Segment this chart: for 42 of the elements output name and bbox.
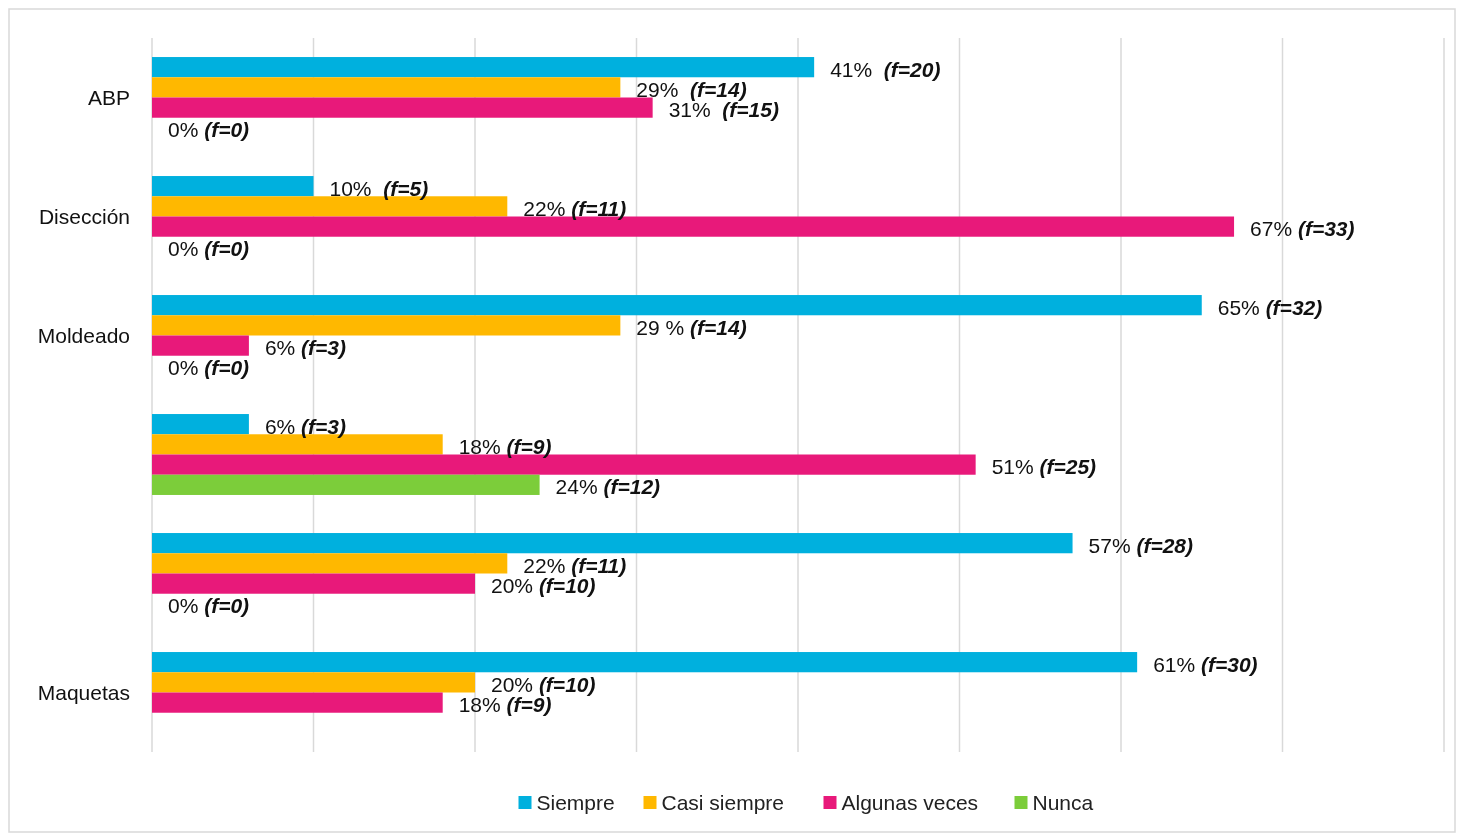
data-label: 24% (f=12) xyxy=(555,475,661,499)
data-label: 65% (f=32) xyxy=(1217,295,1323,319)
y-tick-label: Maquetas xyxy=(37,680,130,704)
bar xyxy=(152,553,508,574)
legend-label: Casi siempre xyxy=(661,791,785,815)
bar xyxy=(152,176,314,197)
data-label: 6% (f=3) xyxy=(264,335,347,359)
bar xyxy=(152,295,1202,316)
bar xyxy=(152,533,1073,554)
data-label: 29% (f=14) xyxy=(636,77,747,101)
bar xyxy=(152,474,540,495)
legend-label: Nunca xyxy=(1032,791,1094,815)
y-tick-label: Moldeado xyxy=(37,323,130,347)
legend-label: Algunas veces xyxy=(841,791,979,815)
data-label: 29 % (f=14) xyxy=(636,315,747,339)
data-label: 41% (f=20) xyxy=(830,57,941,81)
data-label: 0% (f=0) xyxy=(168,118,250,142)
bar xyxy=(152,652,1138,673)
bar xyxy=(152,77,621,98)
bar xyxy=(152,315,621,336)
data-label: 0% (f=0) xyxy=(168,594,250,618)
data-label: 67% (f=33) xyxy=(1250,216,1355,240)
bar xyxy=(152,692,443,713)
bar xyxy=(152,335,249,356)
legend-label: Siempre xyxy=(536,791,615,815)
bar xyxy=(152,573,475,594)
bar xyxy=(152,414,249,435)
data-label: 61% (f=30) xyxy=(1153,652,1258,676)
y-tick-label: ABP xyxy=(87,85,130,109)
bar xyxy=(152,672,475,693)
data-label: 0% (f=0) xyxy=(168,237,250,261)
data-label: 0% (f=0) xyxy=(168,356,250,380)
data-label: 51% (f=25) xyxy=(991,454,1097,478)
data-label: 10% (f=5) xyxy=(329,176,429,200)
bar xyxy=(152,97,653,118)
data-label: 6% (f=3) xyxy=(264,414,347,438)
data-label: 57% (f=28) xyxy=(1088,533,1194,557)
data-label: 18% (f=9) xyxy=(458,434,552,458)
data-label: 22% (f=11) xyxy=(523,553,627,577)
y-tick-label: Disección xyxy=(38,204,130,228)
data-label: 22% (f=11) xyxy=(523,196,627,220)
bar xyxy=(152,57,815,78)
